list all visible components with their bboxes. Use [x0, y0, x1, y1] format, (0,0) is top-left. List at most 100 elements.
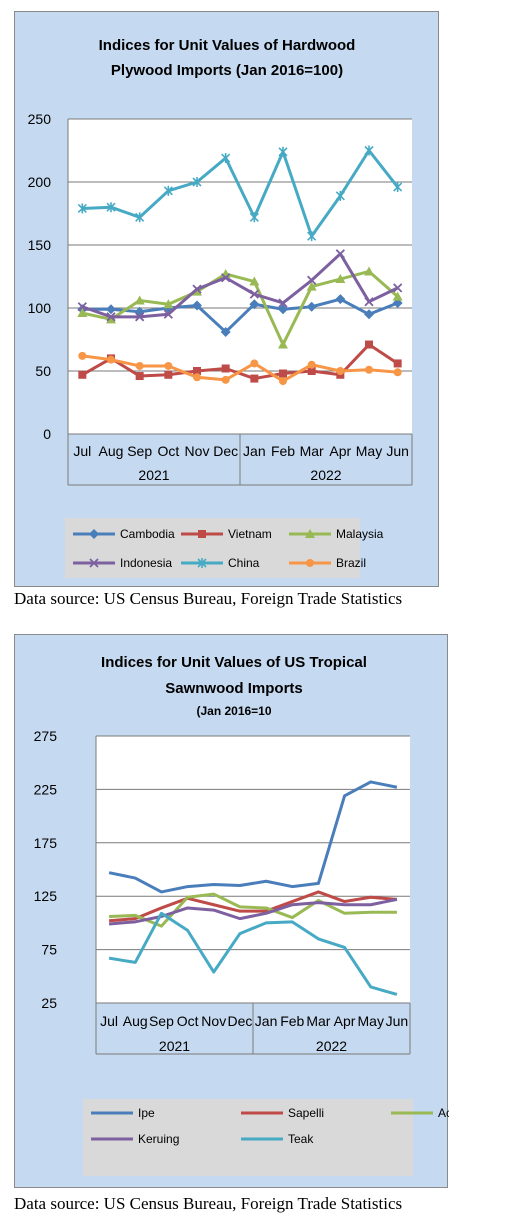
plywood-series-line-indonesia — [81, 252, 399, 319]
sawnwood-chart-svg: Indices for Unit Values of US Tropical Sa… — [34, 654, 449, 1176]
sawnwood-legend-label-sapelli: Sapelli — [288, 1106, 324, 1120]
plywood-x-tick-label-apr: Apr — [329, 443, 351, 459]
sawnwood-x-tick-label-jul: Jul — [100, 1013, 118, 1029]
sawnwood-x-tick-label-apr: Apr — [334, 1013, 356, 1029]
sawnwood-data-source: Data source: US Census Bureau, Foreign T… — [14, 1194, 403, 1213]
plywood-point-cambodia-apr — [335, 294, 346, 305]
sawnwood-series-line-ipe — [108, 780, 398, 894]
sawnwood-year-label-2021: 2021 — [159, 1038, 190, 1054]
plywood-point-indonesia-apr — [335, 249, 345, 259]
plywood-point-cambodia-may — [364, 309, 374, 320]
plywood-legend-marker-indonesia — [89, 558, 99, 568]
plywood-point-china-may — [364, 145, 374, 156]
plywood-x-tick-label-sep: Sep — [127, 443, 152, 459]
plywood-point-china-jan — [249, 212, 259, 223]
plywood-legend-label-brazil: Brazil — [336, 556, 366, 570]
plywood-legend-marker-brazil — [306, 559, 314, 567]
plywood-x-tick-label-dec: Dec — [213, 443, 238, 459]
sawnwood-plot-area — [96, 736, 410, 1003]
sawnwood-x-tick-label-jan: Jan — [255, 1013, 278, 1029]
sawnwood-series-line-sapelli — [108, 890, 398, 923]
plywood-x-tick-label-may: May — [356, 443, 382, 459]
plywood-series-line-brazil — [82, 354, 398, 383]
plywood-point-brazil-mar — [307, 360, 316, 369]
plywood-point-cambodia-nov — [192, 300, 202, 311]
plywood-title-line-1: Indices for Unit Values of Hardwood — [99, 37, 356, 54]
plywood-point-vietnam-oct — [164, 370, 173, 379]
plywood-point-vietnam-jul — [78, 370, 87, 379]
plywood-point-china-dec — [221, 153, 231, 164]
plywood-point-cambodia-feb — [278, 304, 288, 315]
plywood-y-tick-label-100: 100 — [28, 300, 52, 316]
sawnwood-y-tick-label-225: 225 — [34, 781, 58, 797]
sawnwood-x-tick-label-sep: Sep — [149, 1013, 174, 1029]
plywood-point-vietnam-dec — [221, 364, 230, 373]
plywood-year-label-2021: 2021 — [138, 467, 169, 483]
plywood-point-indonesia-jun — [393, 283, 403, 293]
sawnwood-title-line-1: Indices for Unit Values of US Tropical — [101, 654, 367, 671]
sawnwood-x-tick-label-mar: Mar — [306, 1013, 330, 1029]
sawnwood-year-label-2022: 2022 — [316, 1038, 347, 1054]
sawnwood-x-tick-label-may: May — [358, 1013, 384, 1029]
plywood-point-china-nov — [192, 177, 202, 187]
plywood-legend-box — [65, 518, 360, 578]
plywood-point-vietnam-jun — [393, 359, 402, 368]
plywood-chart-panel: Indices for Unit Values of Hardwood Plywo… — [14, 11, 439, 587]
plywood-point-cambodia-dec — [220, 326, 231, 337]
sawnwood-subtitle: (Jan 2016=10 — [196, 704, 271, 718]
plywood-point-cambodia-mar — [306, 301, 317, 312]
plywood-series-line-malaysia — [82, 269, 399, 347]
plywood-year-label-2022: 2022 — [310, 467, 341, 483]
plywood-series-line-cambodia — [82, 297, 399, 334]
sawnwood-y-tick-label-175: 175 — [34, 835, 58, 851]
sawnwood-legend-label-teak: Teak — [288, 1132, 314, 1146]
sawnwood-x-tick-label-jun: Jun — [386, 1013, 409, 1029]
plywood-y-tick-label-200: 200 — [28, 174, 52, 190]
plywood-legend-marker-malaysia — [305, 529, 315, 538]
plywood-legend-label-malaysia: Malaysia — [336, 527, 384, 541]
plywood-point-indonesia-feb — [278, 298, 288, 308]
plywood-point-china-aug — [106, 202, 116, 213]
plywood-y-tick-label-150: 150 — [28, 237, 52, 253]
sawnwood-x-tick-label-aug: Aug — [123, 1013, 148, 1029]
plywood-point-malaysia-mar — [306, 281, 317, 291]
plywood-point-brazil-sep — [135, 361, 144, 370]
sawnwood-y-tick-label-125: 125 — [34, 888, 58, 904]
sawnwood-x-tick-label-dec: Dec — [227, 1013, 252, 1029]
plywood-point-china-apr — [335, 190, 345, 201]
plywood-point-indonesia-nov — [192, 284, 202, 294]
plywood-point-indonesia-mar — [307, 275, 317, 285]
sawnwood-y-tick-label-75: 75 — [41, 942, 57, 958]
plywood-point-brazil-jul — [78, 351, 87, 360]
plywood-point-brazil-dec — [221, 375, 230, 384]
plywood-legend-marker-china — [197, 558, 207, 568]
plywood-point-malaysia-sep — [134, 295, 145, 305]
plywood-x-tick-label-jan: Jan — [243, 443, 266, 459]
plywood-point-vietnam-feb — [279, 369, 287, 378]
plywood-point-brazil-jan — [250, 359, 259, 368]
plywood-point-malaysia-feb — [278, 339, 288, 349]
plywood-legend-label-indonesia: Indonesia — [120, 556, 172, 570]
plywood-point-malaysia-apr — [335, 274, 346, 284]
plywood-x-tick-label-jun: Jun — [386, 443, 409, 459]
plywood-chart-svg: Indices for Unit Values of Hardwood Plywo… — [28, 37, 413, 578]
plywood-point-malaysia-jun — [392, 291, 403, 301]
plywood-point-cambodia-jan — [249, 299, 260, 310]
plywood-point-cambodia-sep — [134, 306, 145, 317]
plywood-legend-marker-cambodia — [89, 529, 99, 539]
plywood-x-tick-label-jul: Jul — [73, 443, 91, 459]
plywood-point-malaysia-jan — [249, 276, 260, 286]
sawnwood-x-tick-label-nov: Nov — [201, 1013, 226, 1029]
plywood-x-tick-label-feb: Feb — [271, 443, 295, 459]
plywood-point-malaysia-nov — [192, 286, 202, 296]
plywood-legend-label-vietnam: Vietnam — [228, 527, 272, 541]
plywood-legend-label-china: China — [228, 556, 260, 570]
sawnwood-legend-label-ipe: Ipe — [138, 1106, 155, 1120]
sawnwood-chart-panel: Indices for Unit Values of US Tropical Sa… — [14, 634, 449, 1188]
plywood-y-tick-label-0: 0 — [43, 426, 51, 442]
sawnwood-legend-label-acajou-d-afrique: Acajou d'Afrique — [438, 1106, 449, 1120]
plywood-title-line-2: Plywood Imports (Jan 2016=100) — [111, 62, 343, 79]
plywood-point-indonesia-sep — [135, 312, 145, 322]
plywood-point-indonesia-may — [364, 297, 374, 307]
plywood-y-tick-label-250: 250 — [28, 111, 52, 127]
